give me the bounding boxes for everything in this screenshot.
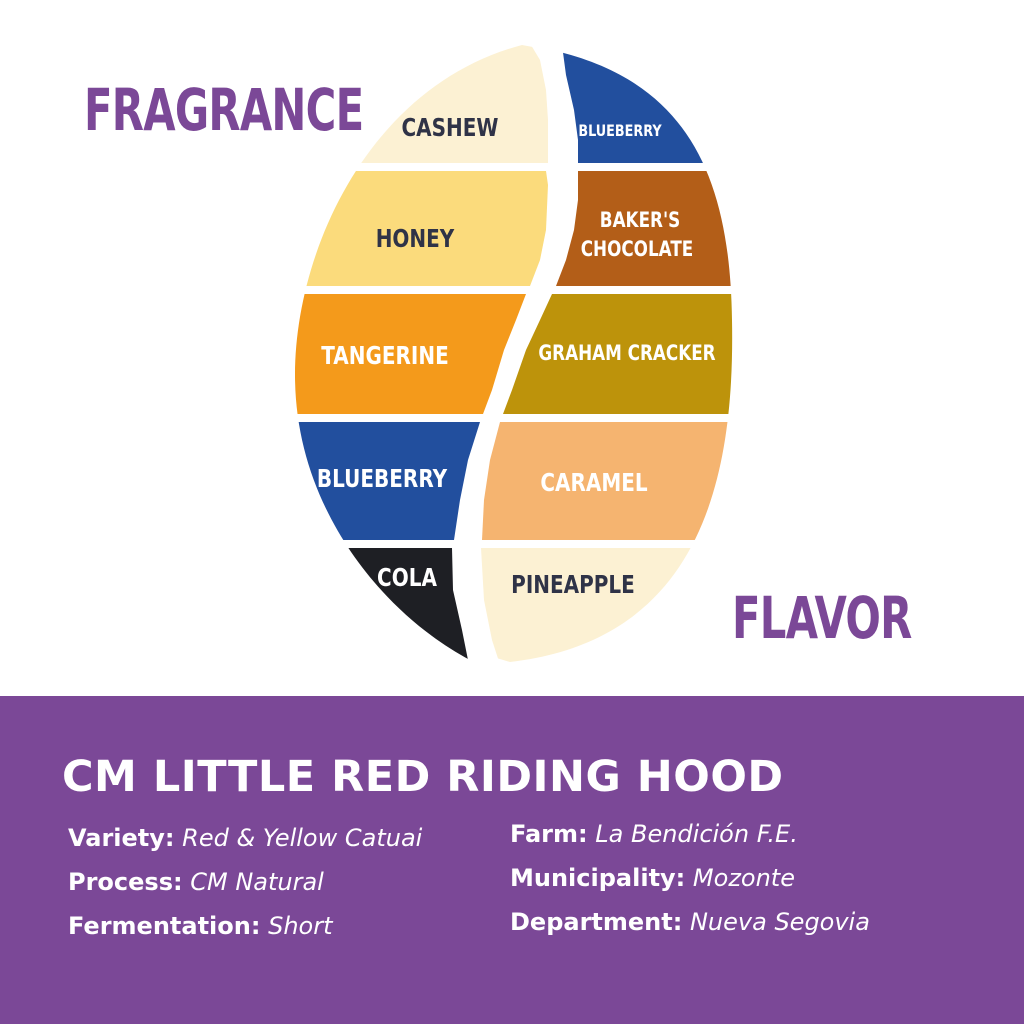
detail-municipality: Municipality: Mozonte [510,860,870,904]
flavor-label-blueberry: BLUEBERRY [578,123,662,141]
detail-value: Red & Yellow Catuai [182,824,423,852]
flavor-label-bakers-chocolate-line1: BAKER'S [600,208,680,232]
fragrance-label-honey: HONEY [376,225,455,254]
flavor-segment-graham-cracker [503,294,733,414]
detail-value: CM Natural [190,868,324,896]
detail-label: Municipality: [510,864,686,892]
flavor-segment-blueberry [560,45,733,163]
fragrance-label-blueberry: BLUEBERRY [317,465,448,494]
detail-label: Fermentation: [68,912,261,940]
flavor-heading: FLAVOR [732,584,912,652]
fragrance-segment-tangerine [295,294,526,414]
detail-value: La Bendición F.E. [595,820,798,848]
fragrance-label-cashew: CASHEW [402,114,499,143]
fragrance-label-cola: COLA [377,564,437,593]
details-right-column: Farm: La Bendición F.E. Municipality: Mo… [510,816,870,948]
product-name: CM LITTLE RED RIDING HOOD [62,752,784,802]
fragrance-segment-blueberry [295,422,480,540]
fragrance-segment-cola [295,548,472,662]
flavor-label-pineapple: PINEAPPLE [511,571,635,600]
flavor-label-caramel: CARAMEL [540,469,647,498]
flavor-wheel-area: CASHEW HONEY TANGERINE BLUEBERRY COLA BL… [84,45,912,662]
flavor-segment-caramel [482,422,733,540]
fragrance-heading: FRAGRANCE [84,76,364,144]
detail-label: Farm: [510,820,588,848]
detail-fermentation: Fermentation: Short [68,908,422,952]
detail-label: Variety: [68,824,175,852]
detail-process: Process: CM Natural [68,864,422,908]
flavor-label-bakers-chocolate-line2: CHOCOLATE [581,237,694,261]
flavor-label-graham-cracker: GRAHAM CRACKER [538,341,716,365]
detail-value: Nueva Segovia [689,908,870,936]
detail-variety: Variety: Red & Yellow Catuai [68,820,422,864]
detail-farm: Farm: La Bendición F.E. [510,816,870,860]
detail-label: Process: [68,868,183,896]
coffee-info-panel [0,696,1024,1024]
details-left-column: Variety: Red & Yellow Catuai Process: CM… [68,820,422,952]
coffee-bean-diagram: CASHEW HONEY TANGERINE BLUEBERRY COLA BL… [295,45,733,662]
detail-department: Department: Nueva Segovia [510,904,870,948]
detail-value: Short [268,912,333,940]
flavor-segment-bakers-chocolate [556,171,733,286]
detail-label: Department: [510,908,683,936]
detail-value: Mozonte [692,864,795,892]
fragrance-label-tangerine: TANGERINE [321,342,449,371]
fragrance-segment-honey [295,171,548,286]
flavor-segment-pineapple [481,548,733,662]
